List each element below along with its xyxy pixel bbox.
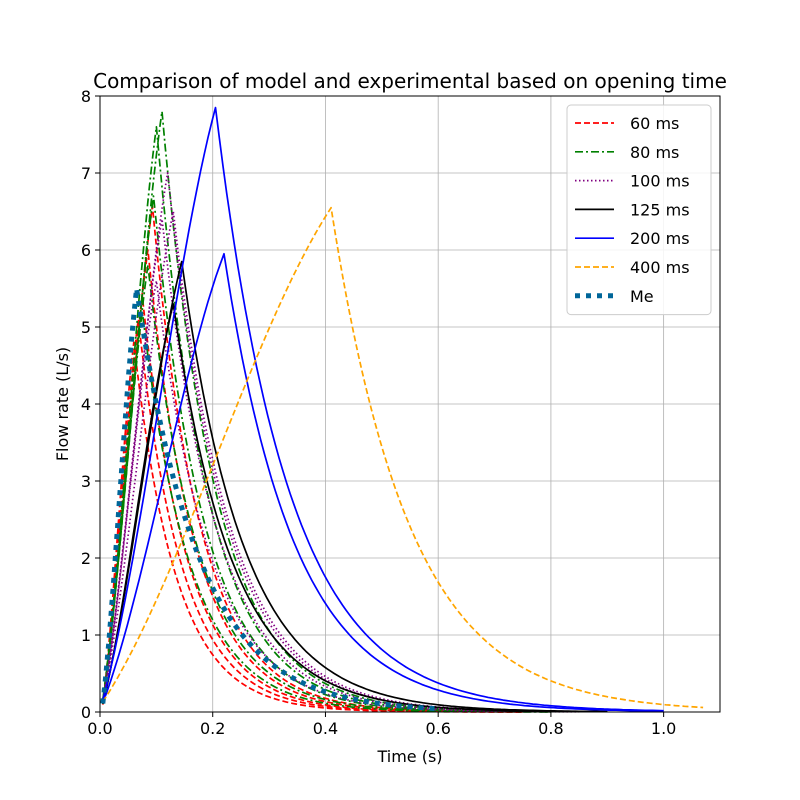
legend-label: 100 ms <box>630 172 690 191</box>
legend-label: 125 ms <box>630 200 690 219</box>
chart-title: Comparison of model and experimental bas… <box>93 69 727 93</box>
legend-label: 80 ms <box>630 143 679 162</box>
y-tick-label: 0 <box>81 703 91 722</box>
x-tick-label: 1.0 <box>651 719 676 738</box>
y-tick-label: 5 <box>81 318 91 337</box>
series-me <box>100 286 439 712</box>
series-400-ms <box>102 206 704 709</box>
x-tick-label: 0.0 <box>87 719 112 738</box>
series-200-ms <box>101 106 664 712</box>
y-tick-label: 8 <box>81 87 91 106</box>
series-line <box>102 252 664 712</box>
legend-box <box>566 104 712 316</box>
series-line <box>102 206 704 709</box>
legend: 60 ms 80 ms 100 ms 125 ms 200 ms 400 ms Me <box>566 104 712 316</box>
legend-label: Me <box>630 287 654 306</box>
series-line <box>101 260 608 713</box>
series-125-ms <box>101 260 608 713</box>
legend-label: 200 ms <box>630 229 690 248</box>
series-line <box>100 286 439 712</box>
x-axis-label: Time (s) <box>376 747 442 766</box>
legend-label: 400 ms <box>630 258 690 277</box>
series-layer <box>100 106 704 713</box>
series-line <box>101 279 580 713</box>
x-tick-label: 0.8 <box>538 719 563 738</box>
legend-label: 60 ms <box>630 114 679 133</box>
y-tick-label: 4 <box>81 395 91 414</box>
y-tick-label: 1 <box>81 626 91 645</box>
x-tick-label: 0.2 <box>200 719 225 738</box>
ticks: 0.0 0.2 0.4 0.6 0.8 1.0 0 1 2 3 4 5 6 7 8 <box>81 87 677 738</box>
y-tick-label: 2 <box>81 549 91 568</box>
x-tick-label: 0.4 <box>313 719 338 738</box>
series-line <box>101 106 664 712</box>
y-axis-label: Flow rate (L/s) <box>53 347 72 461</box>
y-tick-label: 3 <box>81 472 91 491</box>
y-tick-label: 7 <box>81 164 91 183</box>
y-tick-label: 6 <box>81 241 91 260</box>
x-tick-label: 0.6 <box>425 719 450 738</box>
